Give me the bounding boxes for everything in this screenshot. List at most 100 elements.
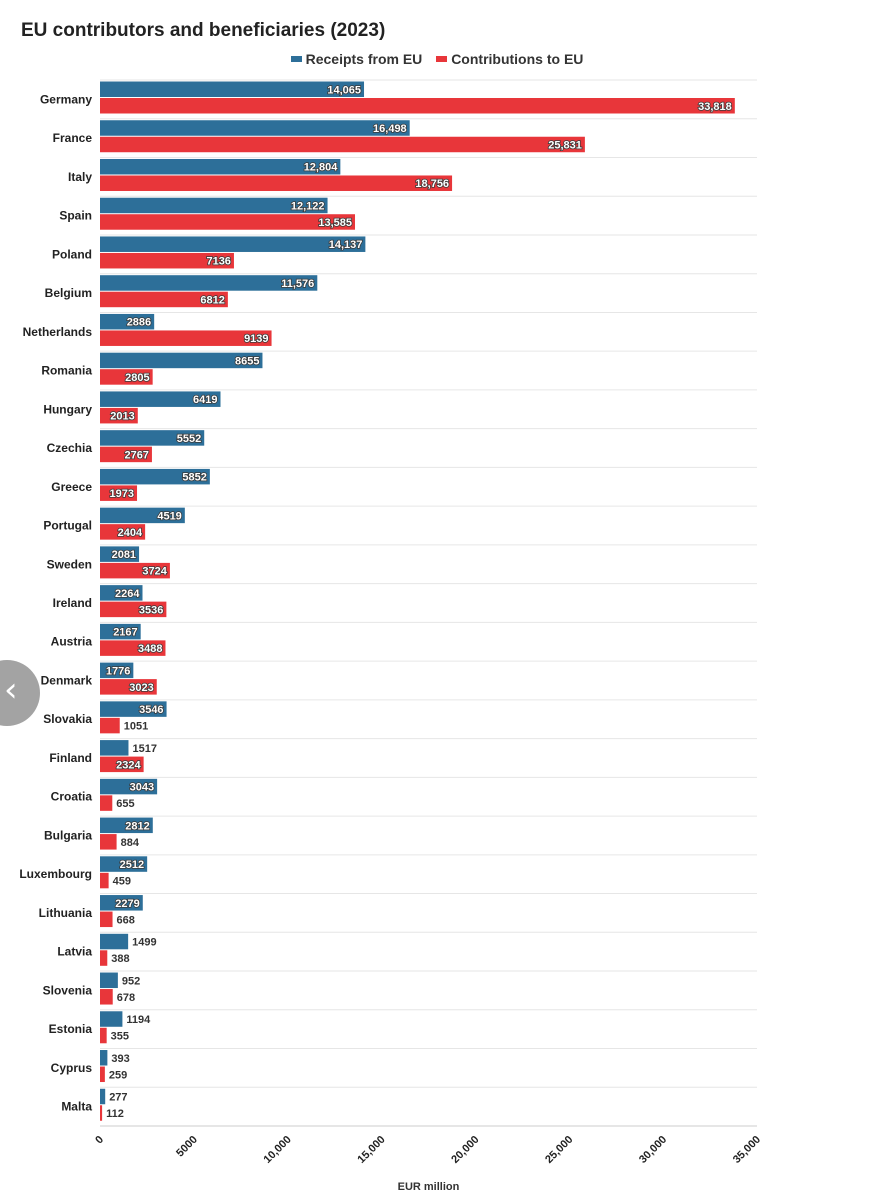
value-label-contributions: 1051 <box>124 721 148 733</box>
value-label-receipts: 6419 <box>193 394 217 406</box>
category-label: Portugal <box>43 519 92 533</box>
category-label: Sweden <box>47 557 92 571</box>
category-label: Luxembourg <box>19 867 92 881</box>
value-label-receipts: 1776 <box>106 665 130 677</box>
bar-receipts <box>100 1050 108 1066</box>
bar-receipts <box>100 778 158 795</box>
category-label: Romania <box>41 364 92 378</box>
bar-contributions <box>100 330 272 346</box>
value-label-receipts: 3043 <box>130 782 154 794</box>
x-tick-label: 35,000 <box>731 1134 763 1166</box>
value-label-contributions: 459 <box>113 876 131 888</box>
bar-contributions <box>100 640 166 656</box>
category-label: Estonia <box>49 1022 93 1036</box>
value-label-contributions: 668 <box>117 914 135 926</box>
bar-contributions <box>100 989 113 1005</box>
legend-item-receipts[interactable]: Receipts from EU <box>290 51 422 67</box>
bar-contributions <box>100 1105 103 1121</box>
value-label-receipts: 4519 <box>157 510 181 522</box>
bar-contributions <box>100 214 356 230</box>
x-tick-label: 5000 <box>174 1134 200 1160</box>
category-label: Ireland <box>53 596 92 610</box>
bar-contributions <box>100 911 113 928</box>
value-label-receipts: 5552 <box>177 433 201 445</box>
bar-receipts <box>100 856 148 872</box>
value-label-contributions: 3724 <box>142 566 167 578</box>
bar-receipts <box>100 391 221 407</box>
category-label: Finland <box>49 751 92 765</box>
value-label-contributions: 7136 <box>206 256 230 268</box>
value-label-receipts: 2512 <box>120 859 144 871</box>
value-label-contributions: 25,831 <box>548 139 582 151</box>
bar-receipts <box>100 662 134 679</box>
bar-contributions <box>100 679 157 695</box>
value-label-contributions: 2805 <box>125 372 149 384</box>
category-label: Czechia <box>47 441 93 455</box>
category-label: Spain <box>59 209 92 223</box>
value-label-receipts: 2886 <box>127 317 151 329</box>
value-label-receipts: 2812 <box>125 820 149 832</box>
legend-swatch-contributions <box>436 56 448 62</box>
bar-contributions <box>100 872 109 889</box>
value-label-contributions: 1973 <box>110 488 134 500</box>
value-label-contributions: 9139 <box>244 333 268 345</box>
x-tick-label: 15,000 <box>355 1134 387 1166</box>
category-label: Malta <box>61 1100 92 1114</box>
bar-contributions <box>100 98 735 114</box>
bar-receipts <box>100 585 143 601</box>
category-label: Greece <box>51 480 92 494</box>
bar-receipts <box>100 236 366 252</box>
bar-receipts <box>100 507 185 524</box>
category-label: Slovenia <box>43 983 93 997</box>
value-label-contributions: 2767 <box>124 449 148 461</box>
category-label: Germany <box>40 92 92 106</box>
category-label: Italy <box>68 170 92 184</box>
value-label-receipts: 2279 <box>115 898 139 910</box>
value-label-contributions: 388 <box>111 953 129 965</box>
legend-label-contributions: Contributions to EU <box>451 51 584 67</box>
bar-contributions <box>100 950 108 966</box>
value-label-receipts: 952 <box>122 975 140 987</box>
category-label: Denmark <box>41 673 93 687</box>
legend-item-contributions[interactable]: Contributions to EU <box>436 51 583 67</box>
x-tick-label: 25,000 <box>543 1134 575 1166</box>
bar-receipts <box>100 933 129 950</box>
bar-receipts <box>100 1088 106 1105</box>
bar-contributions <box>100 1066 105 1083</box>
category-label: Poland <box>52 247 92 261</box>
x-tick-label: 0 <box>93 1134 106 1147</box>
value-label-receipts: 3546 <box>139 704 163 716</box>
value-label-contributions: 655 <box>116 798 134 810</box>
value-label-contributions: 112 <box>106 1108 124 1120</box>
value-label-contributions: 3023 <box>129 682 153 694</box>
bar-contributions <box>100 369 153 385</box>
x-tick-label: 20,000 <box>449 1134 481 1166</box>
chart-title: EU contributors and beneficiaries (2023) <box>21 20 386 41</box>
category-label: Latvia <box>57 945 92 959</box>
value-label-receipts: 2081 <box>112 549 136 561</box>
value-label-contributions: 3536 <box>139 604 163 616</box>
bar-contributions <box>100 175 453 191</box>
value-label-receipts: 14,137 <box>329 239 363 251</box>
bar-contributions <box>100 136 585 153</box>
value-label-contributions: 259 <box>109 1069 127 1081</box>
bar-contributions <box>100 562 170 579</box>
bar-receipts <box>100 1011 123 1027</box>
bar-receipts <box>100 972 118 989</box>
value-label-receipts: 12,122 <box>291 200 325 212</box>
legend-swatch-receipts <box>290 56 302 62</box>
value-label-contributions: 33,818 <box>698 101 732 113</box>
category-label: Croatia <box>51 790 93 804</box>
category-label: Netherlands <box>23 325 93 339</box>
bar-contributions <box>100 485 138 501</box>
value-label-receipts: 14,065 <box>327 84 361 96</box>
bar-receipts <box>100 895 143 911</box>
value-label-receipts: 1194 <box>126 1014 151 1026</box>
value-label-receipts: 1517 <box>132 743 156 755</box>
bar-contributions <box>100 601 167 618</box>
bar-receipts <box>100 81 365 97</box>
value-label-contributions: 2324 <box>116 759 141 771</box>
value-label-receipts: 5852 <box>182 472 206 484</box>
bar-receipts <box>100 817 153 834</box>
